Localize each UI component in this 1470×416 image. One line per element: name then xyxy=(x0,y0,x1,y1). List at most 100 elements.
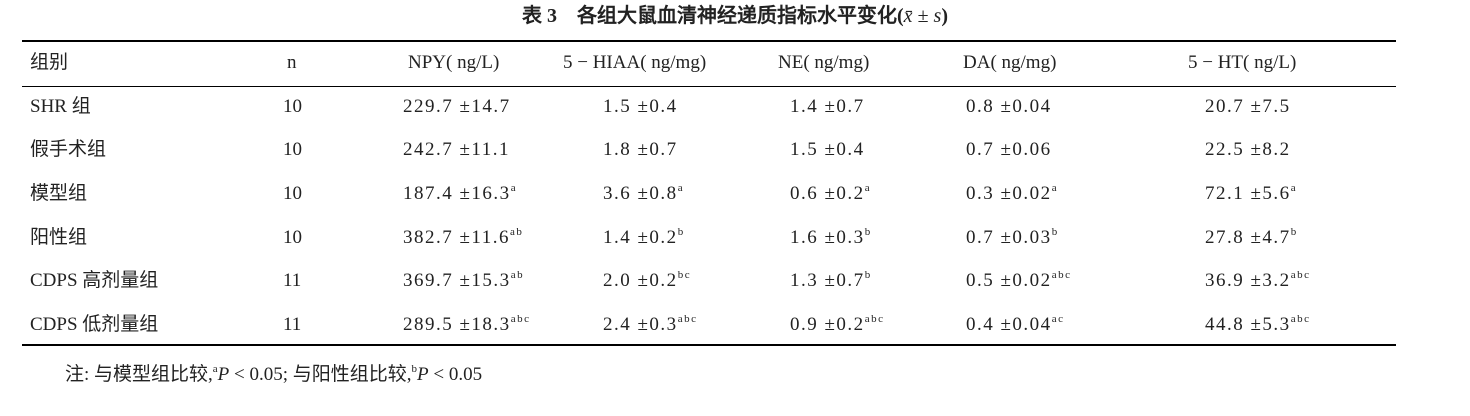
significance-mark: b xyxy=(677,226,685,238)
significance-mark: bc xyxy=(677,269,692,281)
value-cell: 0.7 ±0.06 xyxy=(966,139,1052,160)
value-cell: 0.6 ±0.2a xyxy=(790,183,871,205)
value-cell: 382.7 ±11.6ab xyxy=(403,227,523,249)
cell-text: 2.4 ±0.3 xyxy=(603,314,678,335)
value-cell: 1.6 ±0.3b xyxy=(790,227,872,249)
group-cell: 假手术组 xyxy=(30,139,107,160)
significance-mark: b xyxy=(864,269,872,281)
value-cell: 27.8 ±4.7b xyxy=(1205,227,1298,249)
text-segment: < 0.05 xyxy=(428,364,483,385)
value-cell: 0.5 ±0.02abc xyxy=(966,270,1071,292)
value-cell: 44.8 ±5.3abc xyxy=(1205,314,1310,336)
group-cell: CDPS 高剂量组 xyxy=(30,270,159,291)
value-cell: 1.5 ±0.4 xyxy=(603,96,678,117)
value-cell: 0.3 ±0.02a xyxy=(966,183,1058,205)
value-cell: 11 xyxy=(283,314,302,335)
column-header: NPY( ng/L) xyxy=(408,52,500,73)
cell-text: 27.8 ±4.7 xyxy=(1205,227,1291,248)
column-header: NE( ng/mg) xyxy=(778,52,870,73)
value-cell: 1.4 ±0.7 xyxy=(790,96,865,117)
significance-mark: abc xyxy=(1290,269,1311,281)
top-rule xyxy=(22,40,1396,42)
cell-text: 369.7 ±15.3 xyxy=(403,270,511,291)
significance-mark: abc xyxy=(1290,313,1311,325)
cell-text: 0.3 ±0.02 xyxy=(966,183,1052,204)
group-cell: CDPS 低剂量组 xyxy=(30,314,159,335)
cell-text: 1.6 ±0.3 xyxy=(790,227,865,248)
value-cell: 1.5 ±0.4 xyxy=(790,139,865,160)
cell-text: 0.5 ±0.02 xyxy=(966,270,1052,291)
value-cell: 2.0 ±0.2bc xyxy=(603,270,691,292)
cell-text: 0.6 ±0.2 xyxy=(790,183,865,204)
value-cell: 1.4 ±0.2b xyxy=(603,227,685,249)
text-segment: x̄ ± s xyxy=(903,5,942,27)
significance-mark: a xyxy=(1290,182,1298,194)
column-header: 5 − HT( ng/L) xyxy=(1188,52,1297,73)
cell-text: 44.8 ±5.3 xyxy=(1205,314,1291,335)
cell-text: 72.1 ±5.6 xyxy=(1205,183,1291,204)
column-header: DA( ng/mg) xyxy=(963,52,1057,73)
value-cell: 2.4 ±0.3abc xyxy=(603,314,697,336)
significance-mark: b xyxy=(864,226,872,238)
value-cell: 22.5 ±8.2 xyxy=(1205,139,1291,160)
value-cell: 0.8 ±0.04 xyxy=(966,96,1052,117)
table-title: 表 3 各组大鼠血清神经递质指标水平变化(x̄ ± s) xyxy=(0,5,1470,27)
value-cell: 242.7 ±11.1 xyxy=(403,139,510,160)
value-cell: 229.7 ±14.7 xyxy=(403,96,511,117)
cell-text: 36.9 ±3.2 xyxy=(1205,270,1291,291)
value-cell: 10 xyxy=(283,183,302,204)
value-cell: 187.4 ±16.3a xyxy=(403,183,517,205)
text-segment: P xyxy=(417,364,429,385)
value-cell: 10 xyxy=(283,227,302,248)
value-cell: 20.7 ±7.5 xyxy=(1205,96,1291,117)
significance-mark: ab xyxy=(509,226,524,238)
significance-mark: a xyxy=(864,182,872,194)
value-cell: 1.8 ±0.7 xyxy=(603,139,678,160)
cell-text: 382.7 ±11.6 xyxy=(403,227,510,248)
text-segment: ) xyxy=(941,5,948,27)
bottom-rule xyxy=(22,344,1396,346)
column-header: n xyxy=(287,52,297,73)
value-cell: 10 xyxy=(283,139,302,160)
value-cell: 0.4 ±0.04ac xyxy=(966,314,1064,336)
cell-text: 187.4 ±16.3 xyxy=(403,183,511,204)
value-cell: 289.5 ±18.3abc xyxy=(403,314,530,336)
text-segment: 注: 与模型组比较, xyxy=(65,364,213,385)
significance-mark: ab xyxy=(510,269,525,281)
value-cell: 3.6 ±0.8a xyxy=(603,183,684,205)
column-header: 组别 xyxy=(30,52,69,73)
text-segment: P xyxy=(217,364,230,385)
text-segment: < 0.05; 与阳性组比较, xyxy=(229,364,412,385)
significance-mark: a xyxy=(510,182,518,194)
cell-text: 289.5 ±18.3 xyxy=(403,314,511,335)
cell-text: 1.3 ±0.7 xyxy=(790,270,865,291)
value-cell: 10 xyxy=(283,96,302,117)
text-segment: b xyxy=(411,363,418,375)
value-cell: 11 xyxy=(283,270,302,291)
cell-text: 0.4 ±0.04 xyxy=(966,314,1052,335)
header-rule xyxy=(22,86,1396,87)
significance-mark: a xyxy=(1051,182,1059,194)
cell-text: 1.4 ±0.2 xyxy=(603,227,678,248)
cell-text: 3.6 ±0.8 xyxy=(603,183,678,204)
group-cell: 模型组 xyxy=(30,183,88,204)
group-cell: SHR 组 xyxy=(30,96,91,117)
value-cell: 1.3 ±0.7b xyxy=(790,270,872,292)
text-segment: 表 3 各组大鼠血清神经递质指标水平变化( xyxy=(522,5,904,27)
value-cell: 72.1 ±5.6a xyxy=(1205,183,1297,205)
significance-mark: b xyxy=(1290,226,1298,238)
significance-mark: abc xyxy=(510,313,531,325)
value-cell: 36.9 ±3.2abc xyxy=(1205,270,1310,292)
cell-text: 2.0 ±0.2 xyxy=(603,270,678,291)
table-note: 注: 与模型组比较,aP < 0.05; 与阳性组比较,bP < 0.05 xyxy=(65,364,482,386)
text-segment: a xyxy=(212,363,218,375)
value-cell: 369.7 ±15.3ab xyxy=(403,270,524,292)
significance-mark: abc xyxy=(1051,269,1072,281)
column-header: 5 − HIAA( ng/mg) xyxy=(563,52,707,73)
significance-mark: abc xyxy=(864,313,885,325)
value-cell: 0.9 ±0.2abc xyxy=(790,314,884,336)
group-cell: 阳性组 xyxy=(30,227,88,248)
cell-text: 0.7 ±0.03 xyxy=(966,227,1052,248)
significance-mark: abc xyxy=(677,313,698,325)
